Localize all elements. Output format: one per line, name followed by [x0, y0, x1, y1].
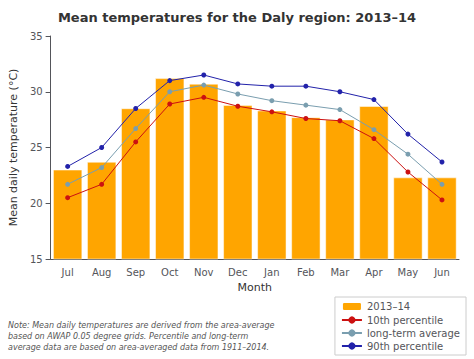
svg-text:based on AWAP 0.05 degree grid: based on AWAP 0.05 degree grids. Percent…	[8, 332, 248, 341]
svg-text:Jun: Jun	[433, 267, 450, 278]
svg-text:10th percentile: 10th percentile	[367, 315, 443, 326]
svg-text:15: 15	[30, 254, 43, 265]
svg-text:Mean temperatures for the Daly: Mean temperatures for the Daly region: 2…	[58, 10, 416, 25]
svg-text:average data are based on area: average data are based on area-averaged …	[8, 343, 269, 352]
svg-text:30: 30	[30, 86, 43, 97]
svg-text:35: 35	[30, 31, 43, 42]
svg-text:2013–14: 2013–14	[367, 301, 410, 312]
svg-text:long-term average: long-term average	[367, 328, 460, 339]
svg-text:Mar: Mar	[330, 267, 350, 278]
svg-text:Nov: Nov	[194, 267, 214, 278]
svg-text:Jul: Jul	[61, 267, 74, 278]
svg-text:90th percentile: 90th percentile	[367, 341, 443, 352]
svg-text:May: May	[398, 267, 419, 278]
svg-text:Sep: Sep	[126, 267, 145, 278]
svg-text:Jan: Jan	[263, 267, 279, 278]
svg-text:Apr: Apr	[365, 267, 383, 278]
svg-text:Dec: Dec	[228, 267, 247, 278]
svg-text:Aug: Aug	[92, 267, 112, 278]
svg-text:25: 25	[30, 142, 43, 153]
svg-text:Month: Month	[238, 281, 273, 294]
svg-text:Mean daily temperature (°C): Mean daily temperature (°C)	[7, 69, 20, 227]
svg-text:Note: Mean daily temperatures: Note: Mean daily temperatures are derive…	[8, 321, 275, 330]
svg-text:20: 20	[30, 198, 43, 209]
svg-text:Feb: Feb	[297, 267, 315, 278]
svg-text:Oct: Oct	[161, 267, 178, 278]
